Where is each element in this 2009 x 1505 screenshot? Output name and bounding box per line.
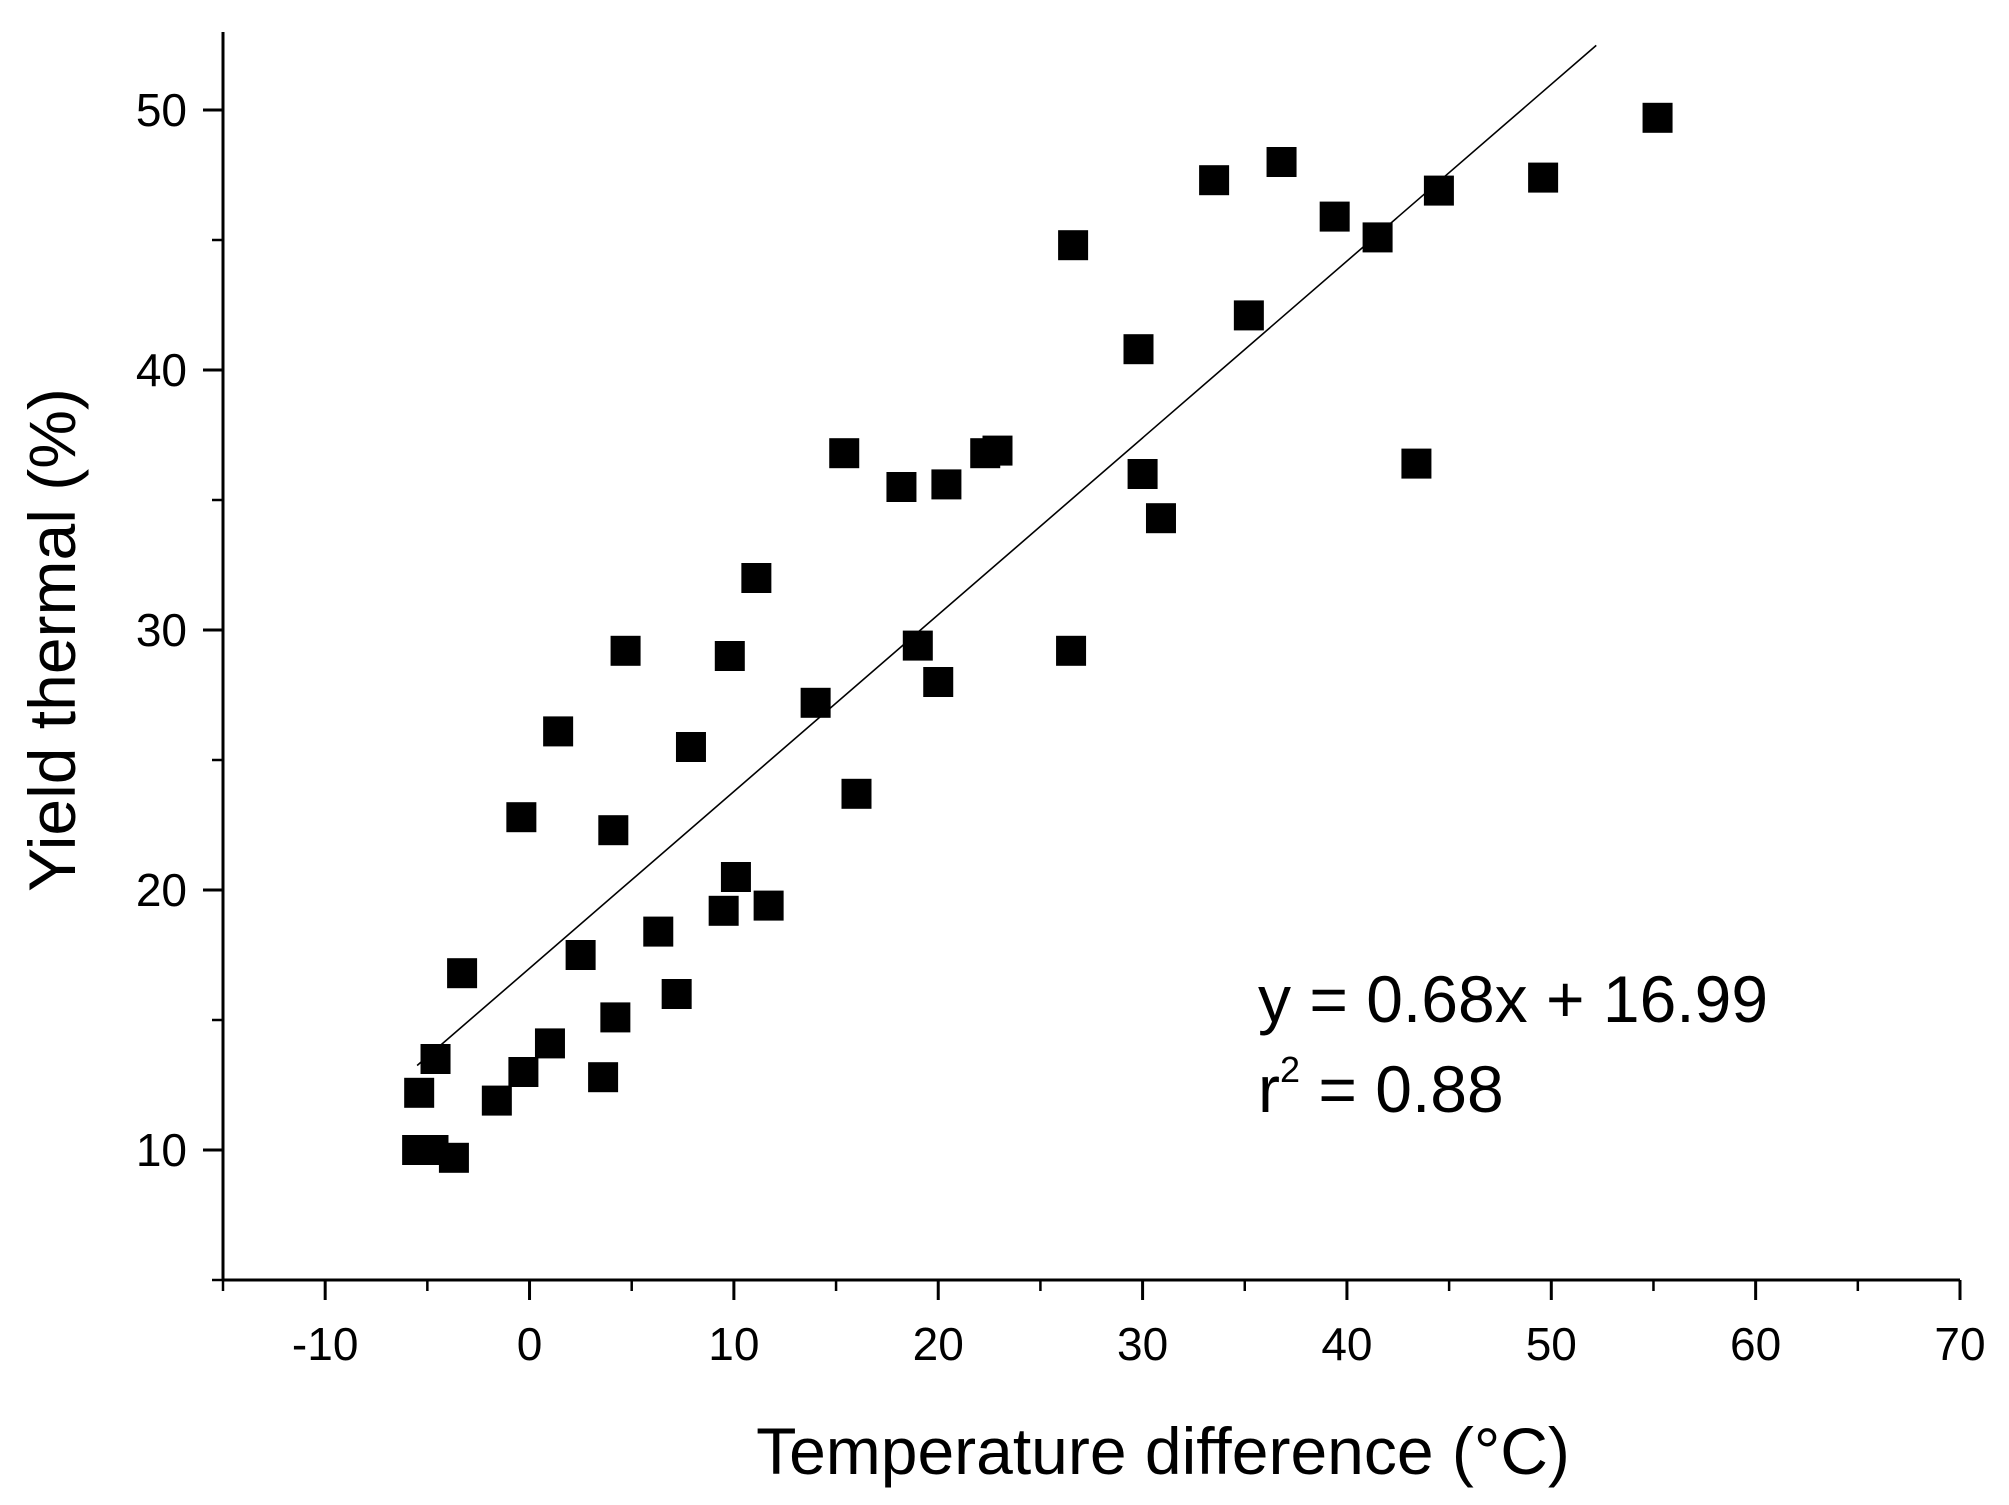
data-point xyxy=(438,1142,469,1173)
x-tick-label: 50 xyxy=(1526,1318,1577,1370)
data-point xyxy=(420,1044,451,1074)
data-point xyxy=(1423,175,1454,206)
data-point xyxy=(1123,334,1154,365)
data-point xyxy=(902,630,933,661)
data-point xyxy=(598,815,629,846)
regression-equation: y = 0.68x + 16.99 xyxy=(1258,962,1768,1036)
x-tick-label: 60 xyxy=(1730,1318,1781,1370)
data-point xyxy=(841,778,872,809)
data-point xyxy=(923,667,954,697)
data-point xyxy=(543,716,574,747)
data-point xyxy=(643,916,674,947)
data-point xyxy=(1199,165,1230,196)
r-squared-value: = 0.88 xyxy=(1300,1052,1504,1126)
data-point xyxy=(1362,222,1393,253)
data-point xyxy=(506,802,537,833)
data-point xyxy=(610,635,641,666)
x-tick-label: -10 xyxy=(292,1318,358,1370)
tick-labels: -10 0 10 20 30 40 50 60 70 10 20 30 40 50 xyxy=(136,84,1986,1370)
data-point xyxy=(481,1085,512,1116)
data-point xyxy=(1642,102,1673,133)
fit-line-group xyxy=(416,44,1597,1067)
data-point xyxy=(741,563,772,593)
r-superscript: 2 xyxy=(1280,1049,1300,1090)
data-point xyxy=(1145,503,1176,534)
data-point xyxy=(447,958,478,989)
data-point xyxy=(600,1002,631,1033)
y-tick-label: 50 xyxy=(136,84,187,136)
data-point xyxy=(886,472,917,502)
data-point xyxy=(1528,162,1559,193)
x-tick-label: 30 xyxy=(1117,1318,1168,1370)
data-point xyxy=(1058,230,1089,261)
data-point xyxy=(565,940,596,970)
x-tick-label: 0 xyxy=(517,1318,543,1370)
y-tick-label: 40 xyxy=(136,344,187,396)
data-point xyxy=(982,435,1013,466)
data-point xyxy=(588,1062,619,1093)
data-point xyxy=(534,1028,565,1059)
y-tick-label: 10 xyxy=(136,1124,187,1176)
data-point xyxy=(1319,201,1350,232)
data-point xyxy=(708,895,739,926)
x-tick-label: 40 xyxy=(1321,1318,1372,1370)
data-point xyxy=(1127,459,1158,489)
data-point xyxy=(800,687,831,718)
data-points xyxy=(402,102,1673,1173)
r-squared-label: r2 = 0.88 xyxy=(1258,1049,1504,1126)
data-point xyxy=(720,862,751,892)
data-point xyxy=(404,1077,435,1108)
y-tick-label: 20 xyxy=(136,864,187,916)
data-point xyxy=(1056,635,1087,666)
data-point xyxy=(931,469,962,500)
data-point xyxy=(675,732,706,762)
x-tick-label: 70 xyxy=(1934,1318,1985,1370)
data-point xyxy=(714,641,745,671)
y-axis-title: Yield thermal (%) xyxy=(15,388,89,892)
x-tick-label: 20 xyxy=(913,1318,964,1370)
data-point xyxy=(661,979,692,1009)
fit-line xyxy=(416,44,1597,1067)
r-symbol: r xyxy=(1258,1052,1280,1126)
data-point xyxy=(829,438,860,469)
data-point xyxy=(508,1057,539,1087)
data-point xyxy=(1233,300,1264,331)
axes xyxy=(203,32,1962,1300)
y-tick-label: 30 xyxy=(136,604,187,656)
data-point xyxy=(1266,147,1297,177)
x-axis-title: Temperature difference (°C) xyxy=(756,1414,1570,1488)
data-point xyxy=(753,890,784,921)
data-point xyxy=(1401,448,1432,479)
x-tick-label: 10 xyxy=(708,1318,759,1370)
